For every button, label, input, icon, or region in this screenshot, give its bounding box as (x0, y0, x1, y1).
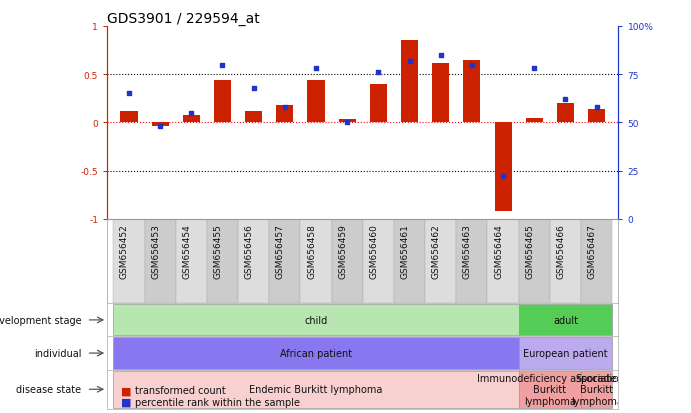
Bar (113, 338, 519, 369)
Text: child: child (304, 315, 328, 325)
Text: GSM656459: GSM656459 (338, 223, 347, 278)
Text: GSM656460: GSM656460 (370, 223, 379, 278)
Point (155, 123, 166, 130)
Point (404, 58, 415, 65)
Point (279, 104, 290, 111)
Bar (519, 338, 612, 369)
Text: GSM656457: GSM656457 (276, 223, 285, 278)
Text: GSM656456: GSM656456 (245, 223, 254, 278)
Bar (588, 109, 605, 123)
Text: GSM656455: GSM656455 (214, 223, 223, 278)
Text: GSM656458: GSM656458 (307, 223, 316, 278)
Text: GSM656462: GSM656462 (432, 223, 441, 278)
Bar (120, 112, 138, 123)
Point (498, 174, 509, 180)
Text: individual: individual (34, 348, 82, 358)
Point (341, 120, 352, 126)
Bar (144, 219, 176, 304)
Point (373, 70, 384, 76)
Point (466, 62, 477, 69)
Text: GSM656453: GSM656453 (151, 223, 160, 278)
Point (248, 85, 259, 92)
Text: European patient: European patient (523, 348, 608, 358)
Bar (519, 219, 550, 304)
Point (560, 97, 571, 103)
Bar (495, 123, 511, 211)
Bar (464, 61, 480, 123)
Text: GSM656466: GSM656466 (556, 223, 565, 278)
Text: percentile rank within the sample: percentile rank within the sample (135, 397, 300, 407)
Bar (363, 219, 394, 304)
Bar (207, 219, 238, 304)
Text: GSM656467: GSM656467 (587, 223, 596, 278)
Text: ■: ■ (121, 397, 131, 407)
Text: GSM656464: GSM656464 (494, 223, 503, 278)
Text: Immunodeficiency associated
Burkitt
lymphoma: Immunodeficiency associated Burkitt lymp… (477, 373, 623, 406)
Text: development stage: development stage (0, 315, 82, 325)
Text: Sporadic
Burkitt
lymphoma: Sporadic Burkitt lymphoma (571, 373, 623, 406)
Bar (245, 112, 262, 123)
Text: GSM656461: GSM656461 (401, 223, 410, 278)
Bar (394, 219, 425, 304)
Text: GDS3901 / 229594_at: GDS3901 / 229594_at (107, 12, 260, 26)
Bar (113, 304, 519, 336)
Text: transformed count: transformed count (135, 385, 225, 395)
Bar (176, 219, 207, 304)
Bar (269, 219, 301, 304)
Text: GSM656452: GSM656452 (120, 223, 129, 278)
Bar (151, 123, 169, 127)
Bar (581, 371, 612, 408)
Bar (370, 85, 387, 123)
Bar (526, 118, 543, 123)
Text: GSM656465: GSM656465 (525, 223, 534, 278)
Point (186, 110, 197, 117)
Bar (401, 41, 418, 123)
Bar (301, 219, 332, 304)
Bar (581, 219, 612, 304)
Bar (307, 81, 325, 123)
Point (217, 62, 228, 69)
Text: disease state: disease state (17, 385, 82, 394)
Text: Endemic Burkitt lymphoma: Endemic Burkitt lymphoma (249, 385, 383, 394)
Bar (456, 219, 487, 304)
Bar (214, 81, 231, 123)
Bar (550, 219, 581, 304)
Bar (332, 219, 363, 304)
Bar (276, 106, 294, 123)
Text: adult: adult (553, 315, 578, 325)
Bar (238, 219, 269, 304)
Bar (557, 104, 574, 123)
Text: GSM656463: GSM656463 (463, 223, 472, 278)
Point (435, 52, 446, 59)
Text: African patient: African patient (280, 348, 352, 358)
Bar (113, 219, 144, 304)
Bar (182, 115, 200, 123)
Bar (432, 64, 449, 123)
Bar (487, 219, 519, 304)
Point (310, 66, 321, 73)
Point (124, 91, 135, 97)
Bar (113, 371, 519, 408)
Bar (519, 304, 612, 336)
Point (529, 66, 540, 73)
Bar (519, 371, 581, 408)
Point (591, 104, 602, 111)
Bar (425, 219, 456, 304)
Text: ■: ■ (121, 385, 131, 395)
Bar (339, 119, 356, 123)
Text: GSM656454: GSM656454 (182, 223, 191, 278)
